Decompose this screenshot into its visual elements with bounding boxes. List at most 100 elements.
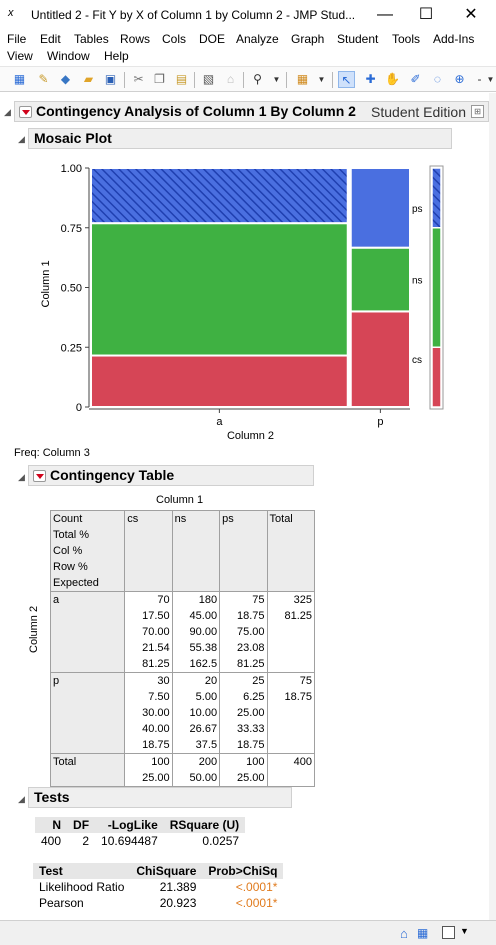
freq-label: Freq: Column 3: [14, 447, 90, 459]
open-folder-icon[interactable]: ▰: [83, 72, 94, 86]
table-cell-value: Count Total % Col % Row % Expected: [53, 511, 122, 591]
table-cell-value: 50.00: [189, 772, 218, 784]
dropdown-arrow-icon[interactable]: ▼: [460, 926, 469, 936]
table-cell: 325 81.25: [266, 591, 316, 673]
table-cell-value: 325: [293, 594, 312, 606]
table-cell-value: 18.75: [236, 610, 265, 622]
red-triangle-menu-icon[interactable]: [19, 106, 32, 118]
y-category-label: cs: [412, 355, 422, 366]
summary-column-header: DF: [67, 817, 96, 833]
copy-icon[interactable]: ❐: [154, 72, 165, 86]
disclosure-triangle-icon[interactable]: ◢: [18, 794, 25, 804]
table-cell-value: 400: [270, 754, 312, 770]
toolbar-separator: [124, 72, 125, 88]
menu-graph[interactable]: Graph: [291, 32, 325, 46]
table-cell-value: 81.25: [284, 610, 312, 622]
summary-value: 2: [82, 834, 90, 848]
table-cell-value: 25.00: [142, 772, 170, 784]
table-cell-value: 25.00: [236, 772, 265, 784]
window-list-icon[interactable]: ▦: [417, 926, 429, 940]
mosaic-cell-a-ps: [90, 167, 349, 225]
menu-cols[interactable]: Cols: [162, 32, 187, 46]
marginal-cell-cs: [431, 346, 442, 408]
lock-icon[interactable]: ⌂: [226, 72, 235, 86]
menu-add-ins[interactable]: Add-Ins: [433, 32, 475, 46]
paste-icon[interactable]: ▤: [175, 72, 188, 86]
menu-student[interactable]: Student: [337, 32, 379, 46]
python-icon[interactable]: ◆: [60, 72, 71, 86]
test-name: Likelihood Ratio: [39, 880, 125, 894]
home-icon[interactable]: ⌂: [400, 926, 408, 941]
journal-icon[interactable]: ▧: [202, 72, 215, 86]
cut-icon[interactable]: ✂: [133, 72, 144, 86]
dropdown-arrow-icon[interactable]: ▼: [317, 75, 326, 84]
table-legend-cell: Count Total % Col % Row % Expected: [49, 510, 126, 592]
magnifier-tool-icon[interactable]: ⊕: [454, 72, 465, 86]
search-icon[interactable]: ⚲: [253, 72, 262, 86]
table-cell-value: 45.00: [189, 610, 218, 622]
table-cell-value: 33.33: [236, 723, 265, 735]
tests-title: Tests: [34, 789, 70, 805]
minimize-button[interactable]: —: [377, 6, 393, 23]
brush-tool-icon[interactable]: ✐: [410, 72, 421, 86]
dropdown-arrow-icon[interactable]: ▼: [486, 75, 495, 84]
menu-view[interactable]: View: [7, 49, 33, 63]
window-icon[interactable]: [442, 926, 455, 939]
table-cell-value: Total %: [53, 529, 90, 541]
maximize-button[interactable]: ☐: [418, 6, 434, 23]
menu-analyze[interactable]: Analyze: [236, 32, 279, 46]
red-triangle-menu-icon[interactable]: [33, 470, 46, 482]
table-cell-value: 70.00: [142, 626, 170, 638]
lasso-tool-icon[interactable]: ◌: [433, 72, 442, 86]
table-row: p 30 7.50 30.00 40.00 18.75 20 5.00 10.00 26.67 37…: [49, 672, 316, 754]
menu-bar: File Edit Tables Rows Cols DOE Analyze G…: [0, 31, 496, 65]
mosaic-cell-a-cs: [90, 354, 349, 408]
table-cell-value: 25.00: [236, 707, 265, 719]
summary-column-header: N: [35, 817, 68, 833]
menu-file[interactable]: File: [7, 32, 27, 46]
new-script-icon[interactable]: ✎: [38, 72, 49, 86]
dropdown-arrow-icon[interactable]: ▼: [272, 75, 281, 84]
table-cell-value: 7.50: [148, 691, 170, 703]
menu-tables[interactable]: Tables: [74, 32, 109, 46]
table-cell-value: 75 18.75: [270, 673, 312, 705]
table-cell-value: 18.75: [284, 691, 312, 703]
disclosure-triangle-icon[interactable]: ◢: [18, 472, 25, 482]
crosshair-tool-icon[interactable]: ✚: [365, 72, 376, 86]
close-button[interactable]: ✕: [464, 6, 478, 23]
table-row-header: Total: [49, 753, 126, 787]
edition-badge-icon[interactable]: ⊞: [471, 105, 484, 118]
student-edition-label: Student Edition: [371, 104, 466, 120]
data-grid-icon[interactable]: ▦: [296, 72, 309, 86]
table-cell-value: 20 5.00 10.00 26.67 37.5: [175, 673, 218, 753]
save-icon[interactable]: ▣: [104, 72, 117, 86]
table-cell-value: 20: [204, 675, 218, 687]
vertical-scrollbar[interactable]: [489, 93, 496, 920]
disclosure-triangle-icon[interactable]: ◢: [4, 107, 11, 117]
new-data-table-icon[interactable]: ▦: [13, 72, 26, 86]
table-cell-value: 200 50.00: [175, 754, 218, 786]
y-tick-label: 1.00: [61, 163, 82, 175]
status-bar: ⌂ ▦ ▼: [0, 920, 496, 945]
menu-edit[interactable]: Edit: [40, 32, 61, 46]
menu-window[interactable]: Window: [47, 49, 90, 63]
menu-help[interactable]: Help: [104, 49, 129, 63]
hand-tool-icon[interactable]: ✋: [385, 72, 400, 86]
disclosure-triangle-icon[interactable]: ◢: [18, 134, 25, 144]
mosaic-plot: 1.00 0.75 0.50 0.25 0 Column 1 Column 2 a p cs ns…: [40, 163, 444, 442]
report-content: ◢ Contingency Analysis of Column 1 By Co…: [0, 93, 496, 920]
mosaic-cell-p-ns: [349, 246, 411, 313]
table-cell-value: 30.00: [142, 707, 170, 719]
table-cell-value: 100: [246, 756, 265, 768]
menu-tools[interactable]: Tools: [392, 32, 421, 46]
table-row-header: a: [49, 591, 126, 673]
table-cell-value: 55.38: [189, 642, 218, 654]
table-cell-value: 5.00: [195, 691, 218, 703]
menu-rows[interactable]: Rows: [120, 32, 151, 46]
table-column-header: Total: [266, 510, 316, 592]
menu-doe[interactable]: DOE: [199, 32, 226, 46]
table-cell-value: 81.25: [142, 658, 170, 670]
p-value: <.0001*: [235, 880, 278, 894]
more-tools-icon[interactable]: -: [477, 72, 482, 86]
arrow-tool-icon[interactable]: ↖: [338, 71, 355, 88]
